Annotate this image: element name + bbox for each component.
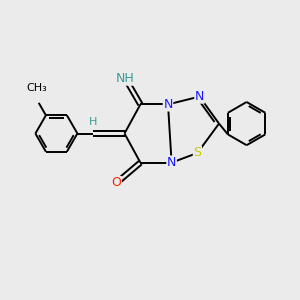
Text: N: N [195, 90, 204, 103]
Text: O: O [112, 176, 121, 190]
Text: N: N [163, 98, 173, 111]
Text: H: H [89, 117, 97, 127]
Text: CH₃: CH₃ [27, 83, 48, 93]
Text: S: S [194, 146, 201, 160]
Text: NH: NH [116, 72, 135, 85]
Text: N: N [167, 156, 176, 169]
